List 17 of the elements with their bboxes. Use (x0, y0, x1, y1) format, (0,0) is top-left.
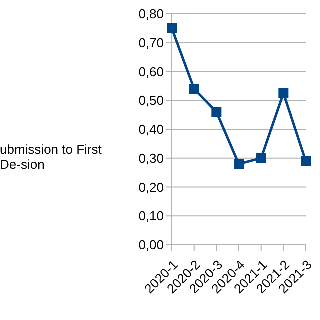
y-tick-label: 0,70 (138, 35, 164, 50)
y-tick-label: 0,00 (138, 238, 164, 253)
point (212, 107, 222, 118)
point (301, 156, 311, 166)
point (234, 159, 244, 170)
point (256, 153, 266, 164)
y-tick-label: 0,50 (138, 93, 164, 108)
y-tick-label: 0,10 (138, 208, 164, 224)
y-tick-label: 0,40 (138, 122, 164, 138)
text: ubmission to First De-sion (0, 142, 103, 172)
y-tick-label: 0,30 (138, 150, 164, 166)
point (278, 88, 289, 98)
y-tick-label: 0,60 (138, 64, 164, 80)
y-tick-label: 0,80 (138, 6, 164, 22)
y-tick-label: 0,20 (138, 180, 164, 195)
point (189, 84, 200, 94)
point (167, 23, 177, 34)
